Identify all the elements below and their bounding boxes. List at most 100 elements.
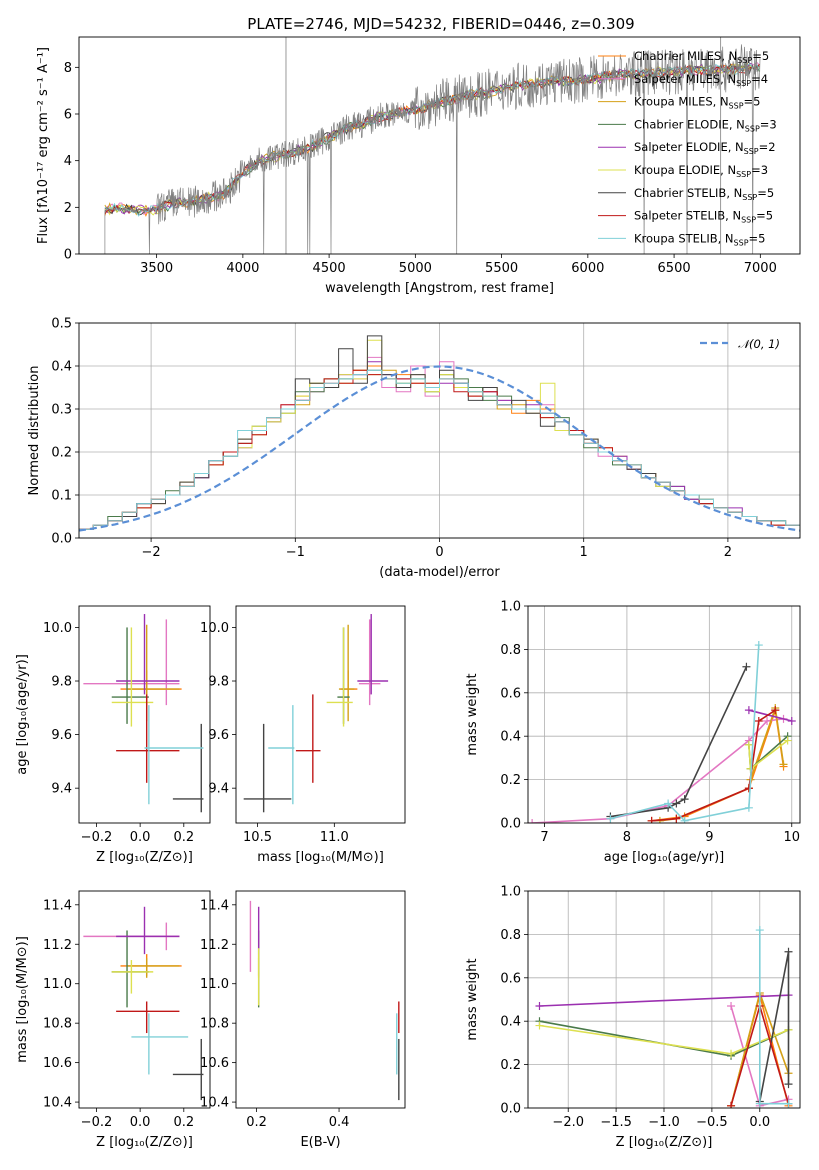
weight-point-kroupa_stelib [664,799,673,808]
axes-frame [235,605,406,824]
axes-weight_vs_Z: −2.0 −1.5 −1.0 −0.5 0.0 0.0 0.2 0.4 0.6 0.8 1.0 Z [… [465,885,801,1150]
x-axis-label: Z [log₁₀(Z/Z⊙)] [96,850,193,865]
weight-point-salpeter_stelib [672,814,681,823]
axes-frame [527,605,801,824]
weight-point-chabrier_stelib [672,799,681,808]
y-tick-label: 0 [64,248,72,263]
x-tick-label: 7000 [744,261,777,276]
y-tick-label: 0.8 [500,928,521,943]
weight-line-salpeter_elodie [539,994,789,1007]
y-tick-label: 0.8 [500,643,521,658]
y-tick-label: 1.0 [500,600,521,615]
legend-label-kroupa_stelib: Kroupa STELIB, NSSP=5 [634,231,765,247]
observed-spectrum-line [104,44,761,254]
legend-label-chabrier_elodie: Chabrier ELODIE, NSSP=3 [634,117,777,133]
legend-text: =5 [757,186,774,200]
plot-area-mass_vs_Z [83,906,204,1101]
x-tick-label: 3500 [140,261,173,276]
legend-text: Salpeter MILES, N [634,72,736,86]
y-tick-label: 4 [64,154,72,169]
legend-text: Kroupa MILES, N [634,95,729,109]
axes-age_vs_mass: 10.5 11.0 9.4 9.6 9.8 10.0 mass [log₁₀(M/M⊙)] [200,605,406,865]
legend-text: =5 [756,209,773,223]
plot-area-residuals [79,335,800,538]
axes-frame [235,890,406,1109]
y-tick-label: 0.0 [500,1102,521,1117]
weight-point-salpeter_miles [763,717,772,726]
axes-age_vs_Z: −0.2 0.0 0.2 9.4 9.6 9.8 10.0 Z [log₁₀(Z/Z⊙)] ag… [15,605,211,865]
x-tick-label: 5500 [485,261,518,276]
y-tick-label: 0.2 [500,773,521,788]
figure-title: PLATE=2746, MJD=54232, FIBERID=0446, z=0… [247,15,634,33]
y-tick-label: 1.0 [500,885,521,900]
y-tick-label: 0.5 [51,317,72,332]
weight-point-kroupa_stelib [680,816,689,823]
y-tick-label: 11.0 [43,977,72,992]
y-tick-label: 11.2 [43,938,72,953]
x-tick-label: 0.0 [749,1115,770,1130]
y-tick-label: 9.6 [51,728,72,743]
legend-text: Chabrier STELIB, N [634,186,742,200]
x-tick-label: −1 [286,545,305,560]
weight-point-chabrier_stelib [784,1080,793,1089]
y-tick-label: 0.6 [500,971,521,986]
legend-label-chabrier_miles: Chabrier MILES, NSSP=5 [634,49,769,65]
weight-point-kroupa_stelib [755,926,764,935]
weight-point-salpeter_stelib [754,717,763,726]
weight-point-kroupa_elodie [727,1049,736,1058]
axes-frame [78,322,801,539]
weight-point-kroupa_stelib [744,803,753,812]
weight-point-salpeter_miles [727,1002,736,1011]
axes-frame [78,36,801,255]
weight-point-kroupa_elodie [783,736,792,745]
x-tick-label: 0.0 [130,830,151,845]
x-axis-label: wavelength [Angstrom, rest frame] [325,281,554,296]
x-axis-label: (data-model)/error [379,565,500,580]
weight-point-salpeter_elodie [787,717,796,726]
x-tick-label: −2.0 [552,1115,584,1130]
y-tick-label: 11.0 [200,977,229,992]
weight-line-salpeter_elodie [748,709,792,722]
x-tick-label: −2 [142,545,161,560]
y-tick-label: 10.0 [200,621,229,636]
x-tick-label: −0.2 [81,1115,113,1130]
legend-text: =3 [751,163,768,177]
legend-label-kroupa_miles: Kroupa MILES, NSSP=5 [634,95,760,111]
legend-text: Chabrier ELODIE, N [634,117,745,131]
plot-area-weight_vs_age [528,641,796,823]
x-tick-label: 9 [705,830,713,845]
x-tick-label: 0.2 [173,1115,194,1130]
y-tick-label: 8 [64,61,72,76]
weight-point-salpeter_elodie [744,706,753,715]
y-tick-label: 10.4 [43,1096,72,1111]
legend-text: =2 [759,140,776,154]
y-tick-label: 10.8 [43,1017,72,1032]
axes-residuals: −2 −1 0 1 2 0.0 0.1 0.2 0.3 0.4 0.5 (data-model)/er… [27,317,801,580]
axes-frame [527,890,801,1109]
x-tick-label: −1.0 [648,1115,680,1130]
legend-subscript: SSP [737,56,752,65]
legend-subscript: SSP [745,124,760,133]
weight-point-chabrier_stelib [680,795,689,804]
weight-point-chabrier_stelib [784,947,793,956]
x-tick-label: 7 [540,830,548,845]
legend-subscript: SSP [742,193,757,202]
legend-text: Kroupa ELODIE, N [634,163,736,177]
x-tick-label: 5000 [399,261,432,276]
legend-subscript: SSP [741,216,756,225]
y-tick-label: 9.6 [208,728,229,743]
y-tick-label: 0.1 [51,489,72,504]
weight-point-salpeter_stelib [647,816,656,823]
legend-subscript: SSP [734,238,749,247]
normal-curve [79,365,800,532]
legend-subscript: SSP [736,79,751,88]
x-tick-label: 10.5 [243,830,272,845]
x-tick-label: −0.2 [81,830,113,845]
weight-line-chabrier_stelib [759,951,790,1102]
y-tick-label: 6 [64,108,72,123]
weight-point-salpeter_miles [528,819,537,823]
x-axis-label: E(B-V) [300,1135,340,1150]
axes-frame [78,890,211,1109]
y-tick-label: 0.3 [51,403,72,418]
